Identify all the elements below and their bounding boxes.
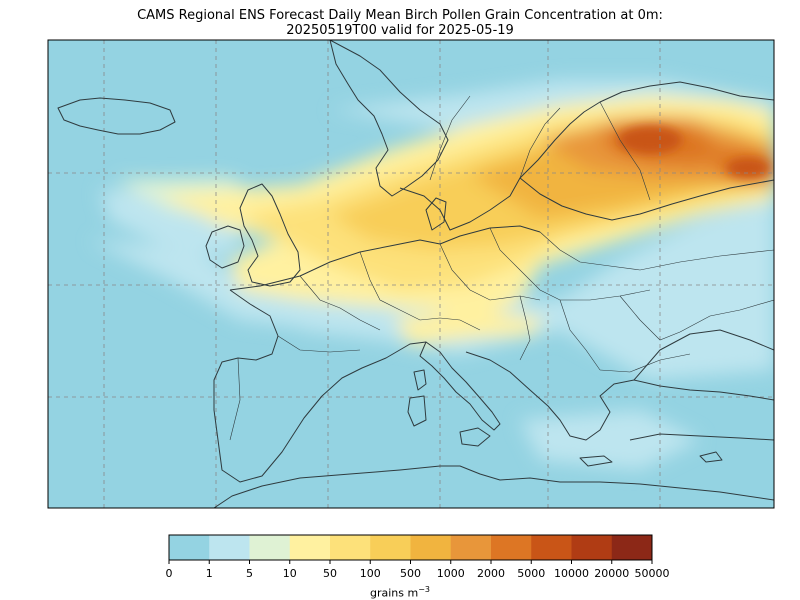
map-frame bbox=[47, 39, 775, 509]
colorbar-segment bbox=[330, 535, 371, 560]
colorbar-tick-label: 10 bbox=[283, 567, 297, 580]
colorbar-segment bbox=[450, 535, 492, 560]
colorbar-tick-label: 50 bbox=[323, 567, 337, 580]
colorbar-tick-label: 5000 bbox=[517, 567, 545, 580]
colorbar-tick-label: 5 bbox=[246, 567, 253, 580]
country-borders bbox=[229, 95, 774, 441]
chart-title-line-1: CAMS Regional ENS Forecast Daily Mean Bi… bbox=[137, 8, 663, 23]
colorbar-segment bbox=[531, 535, 572, 560]
gridlines bbox=[48, 40, 774, 508]
colorbar-segment bbox=[289, 535, 331, 560]
chart-title-line-2: 20250519T00 valid for 2025-05-19 bbox=[286, 23, 514, 38]
colorbar-unit-label: grains m−3 bbox=[0, 585, 800, 600]
colorbar-segment bbox=[611, 535, 653, 560]
colorbar-tick-label: 500 bbox=[400, 567, 421, 580]
colorbar-tick-label: 100 bbox=[360, 567, 381, 580]
colorbar-segment bbox=[249, 535, 291, 560]
zone-5000-10000 bbox=[618, 126, 682, 154]
colorbar-tick-label: 2000 bbox=[477, 567, 505, 580]
concentration-field bbox=[90, 80, 774, 470]
colorbar-segment bbox=[491, 535, 532, 560]
colorbar-tick-label: 20000 bbox=[594, 567, 629, 580]
colorbar-tick-label: 10000 bbox=[554, 567, 589, 580]
coastlines bbox=[57, 40, 774, 508]
colorbar-tick-label: 1000 bbox=[437, 567, 465, 580]
colorbar-tick-label: 1 bbox=[206, 567, 213, 580]
zone-10-50 bbox=[395, 312, 545, 345]
colorbar-segment bbox=[370, 535, 411, 560]
zone-1-5 bbox=[520, 410, 700, 470]
colorbar-tick-label: 0 bbox=[166, 567, 173, 580]
colorbar-segment bbox=[571, 535, 613, 560]
colorbar-segment bbox=[209, 535, 250, 560]
colorbar-unit-exponent: −3 bbox=[418, 585, 430, 594]
colorbar-tick-label: 50000 bbox=[635, 567, 670, 580]
colorbar-segment bbox=[169, 535, 210, 560]
zone-1-5 bbox=[90, 240, 320, 330]
colorbar-segment bbox=[410, 535, 452, 560]
colorbar-unit-text: grains m bbox=[369, 586, 419, 600]
